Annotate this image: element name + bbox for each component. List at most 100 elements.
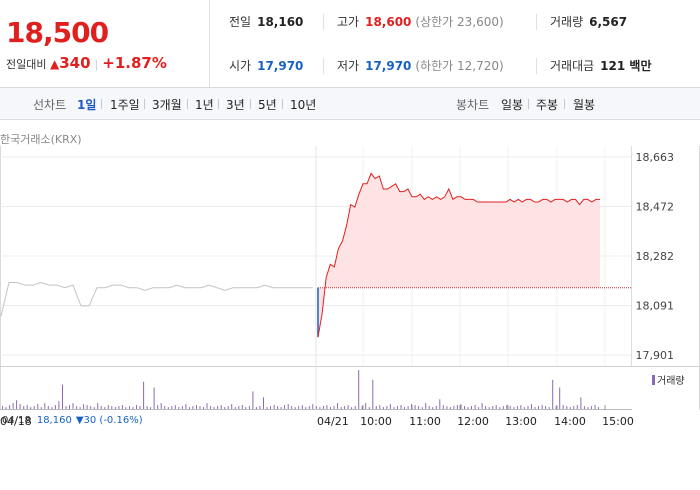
volume-bar [139, 406, 141, 409]
volume-bar [238, 406, 240, 409]
volume-bar [44, 403, 46, 409]
divider [187, 99, 188, 109]
tab-monthly-candle[interactable]: 월봉 [573, 98, 596, 112]
volume-bar [573, 406, 575, 409]
volume-bar [153, 387, 155, 410]
volume-bar [220, 405, 222, 409]
tab-1-week[interactable]: 1주일 [110, 98, 140, 112]
tab-1-day[interactable]: 1일 [77, 98, 97, 112]
y-axis-labels: 18,663 18,472 18,282 18,091 17,901 [636, 151, 675, 362]
tab-daily-candle[interactable]: 일봉 [501, 98, 524, 112]
volume-bar [449, 407, 451, 410]
volume-bar [93, 407, 95, 410]
stat-value: 18,160 [257, 15, 304, 29]
volume-bar [104, 407, 106, 410]
y-tick-label: 18,663 [636, 151, 675, 164]
volume-bar [37, 404, 39, 409]
volume-bar [157, 405, 159, 409]
volume-bar [347, 405, 349, 409]
volume-bar [372, 379, 374, 410]
tab-10-years[interactable]: 10년 [290, 98, 317, 112]
tab-5-years[interactable]: 5년 [258, 98, 277, 112]
volume-bar [481, 403, 483, 409]
y-tick-label: 18,282 [636, 250, 675, 263]
stat-label: 저가 [337, 59, 360, 73]
volume-bar [485, 406, 487, 409]
volume-bar [365, 403, 367, 409]
volume-bar [509, 406, 511, 409]
stat-label: 거래대금 [550, 59, 595, 73]
volume-bar [587, 407, 589, 410]
volume-bar [566, 406, 568, 409]
stat-label: 시가 [229, 59, 252, 73]
stat-value: 17,970 [257, 59, 304, 73]
volume-bar [241, 405, 243, 409]
volume-bar [150, 407, 152, 410]
volume-bar [516, 406, 518, 409]
volume-legend: 거래량 [652, 372, 685, 387]
x-tick-label: 04/18 [0, 415, 32, 428]
stat-amount: 거래대금 121 백만 [550, 56, 651, 76]
volume-bar [188, 407, 190, 410]
volume-bar [255, 407, 257, 410]
lower-limit: (하한가 12,720) [415, 59, 504, 73]
volume-bar [319, 407, 321, 410]
volume-bar [361, 406, 363, 409]
volume-bar [467, 407, 469, 410]
volume-bar [400, 405, 402, 409]
x-tick-label: 15:00 [602, 415, 634, 428]
prev-day-date: 04/18 [2, 415, 31, 426]
divider [282, 99, 283, 109]
volume-bar [259, 406, 261, 409]
volume-bar [121, 405, 123, 409]
exchange-source: 한국거래소(KRX) [0, 133, 82, 146]
volume-bar [174, 405, 176, 409]
divider [250, 99, 251, 109]
up-arrow-icon: ▲ [49, 57, 60, 71]
volume-bar [192, 406, 194, 409]
chart-period-tabs: 선차트 1일 1주일 3개월 1년 3년 5년 10년 봉차트 일봉 주봉 월봉 [0, 88, 700, 120]
volume-bar [471, 406, 472, 409]
x-tick-label: 13:00 [505, 415, 537, 428]
x-tick-label: 10:00 [360, 415, 392, 428]
volume-bar [136, 405, 137, 409]
stats-grid: 전일 18,160 고가 18,600 (상한가 23,600) 거래량 6,567 시… [211, 0, 700, 88]
volume-bar [9, 405, 11, 409]
x-tick-label: 04/21 [317, 415, 349, 428]
divider [536, 14, 537, 30]
stat-label: 전일 [229, 15, 252, 29]
volume-bar [442, 405, 444, 409]
divider: | [94, 58, 99, 71]
volume-bar [598, 407, 599, 410]
change-label: 전일대비 [6, 58, 47, 71]
volume-bar [129, 406, 130, 409]
volume-bar [580, 397, 582, 409]
tab-3-months[interactable]: 3개월 [152, 98, 182, 112]
volume-bar [125, 407, 127, 410]
volume-bar [541, 405, 543, 409]
volume-bar [270, 406, 271, 409]
divider [528, 99, 529, 109]
volume-bar [54, 405, 56, 409]
volume-bar [354, 406, 356, 409]
volume-bar [375, 406, 377, 409]
stat-open: 시가 17,970 [229, 56, 303, 76]
volume-bar [2, 406, 3, 409]
price-area-fill [318, 173, 600, 338]
divider [101, 99, 102, 109]
volume-bar [478, 407, 480, 410]
volume-bar [210, 406, 212, 409]
volume-bar [234, 407, 236, 410]
volume-bar [62, 384, 63, 409]
volume-bar [397, 406, 398, 409]
volume-bar [181, 406, 183, 409]
volume-bar [245, 407, 247, 410]
divider [323, 14, 324, 30]
tab-weekly-candle[interactable]: 주봉 [536, 98, 559, 112]
volume-bar [40, 407, 42, 410]
y-tick-label: 18,091 [636, 300, 675, 313]
volume-bar [291, 406, 293, 409]
tab-3-years[interactable]: 3년 [226, 98, 245, 112]
tab-1-year[interactable]: 1년 [195, 98, 214, 112]
volume-bar [252, 391, 254, 409]
